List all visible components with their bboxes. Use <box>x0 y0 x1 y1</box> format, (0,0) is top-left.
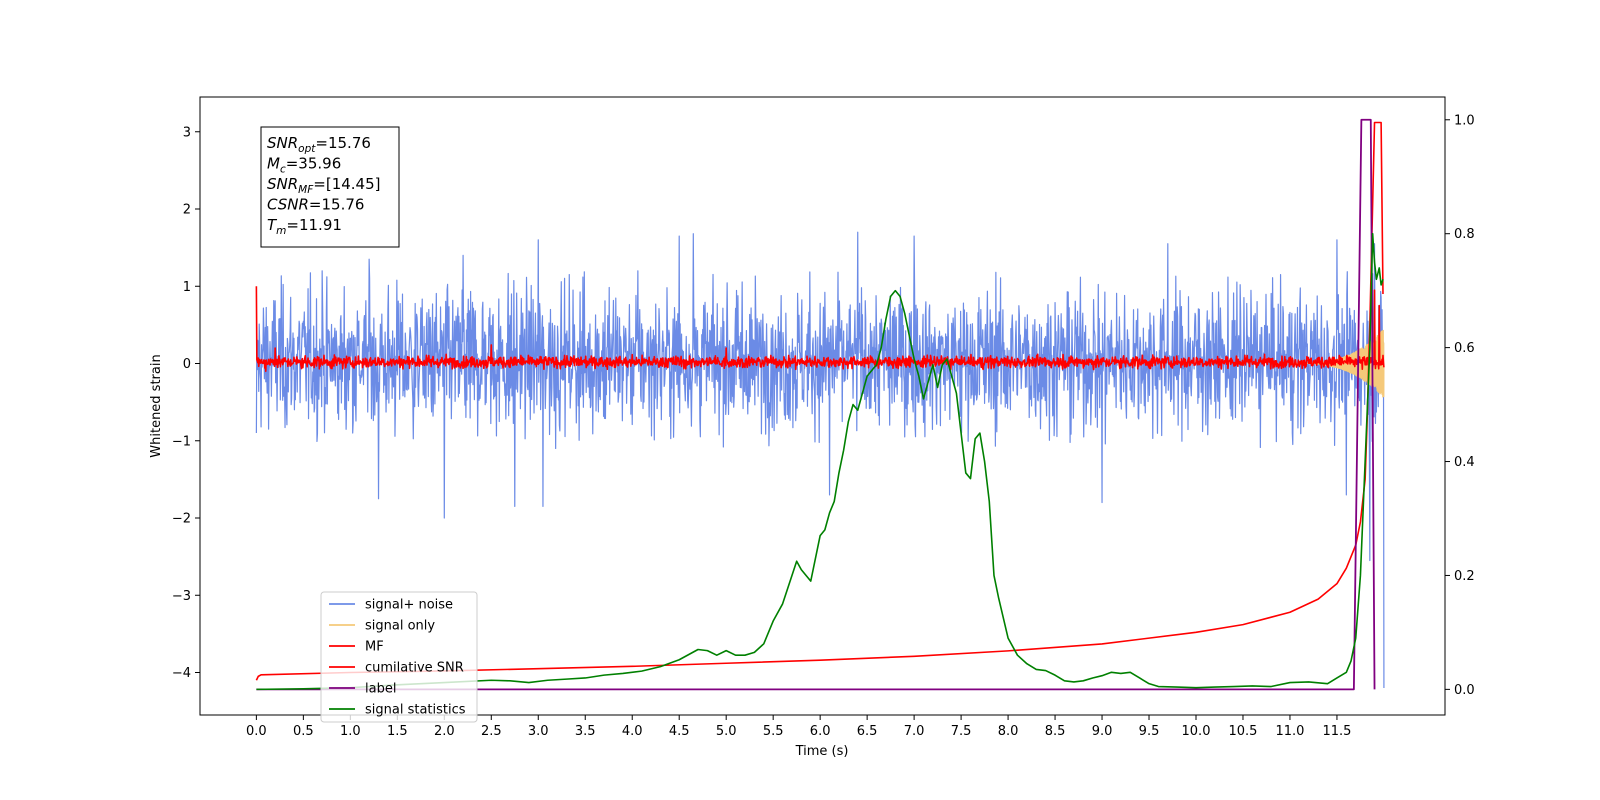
x-tick-label: 9.0 <box>1092 724 1113 739</box>
series-signal-noise-line <box>255 231 1385 688</box>
annotation-line: CSNR=15.76 <box>267 196 364 214</box>
y-tick-label: 2 <box>183 203 191 218</box>
x-tick-label: 6.5 <box>857 724 878 739</box>
y-tick-label: 1 <box>183 280 191 295</box>
right-y-tick-label: 0.4 <box>1454 455 1475 470</box>
annotation-line: SNRMF=[14.45] <box>267 175 381 196</box>
annotation-line: Tm=11.91 <box>267 216 342 237</box>
legend-entry-label: signal statistics <box>365 703 466 718</box>
annotation-line: Mc=35.96 <box>267 155 341 176</box>
x-tick-label: 5.5 <box>763 724 784 739</box>
x-tick-label: 3.0 <box>528 724 549 739</box>
x-tick-label: 8.5 <box>1045 724 1066 739</box>
x-tick-label: 0.5 <box>293 724 314 739</box>
right-y-tick-label: 1.0 <box>1454 113 1475 128</box>
plot-frame <box>199 96 1446 716</box>
series-signal-statistics-line <box>256 232 1384 691</box>
x-tick-label: 5.0 <box>716 724 737 739</box>
x-tick-label: 8.0 <box>998 724 1019 739</box>
series-mf-line <box>255 286 1385 373</box>
x-tick-label: 2.5 <box>481 724 502 739</box>
x-tick-label: 10.5 <box>1229 724 1258 739</box>
right-y-tick-label: 0.0 <box>1454 683 1475 698</box>
metrics-annotation-box: SNRopt=15.76Mc=35.96SNRMF=[14.45]CSNR=15… <box>260 126 400 248</box>
y-axis-ticks: 3 2 1 0 −1 −2 −3 −4 <box>172 125 200 681</box>
legend-entry-label: signal+ noise <box>365 598 453 613</box>
legend-entry-label: cumilative SNR <box>365 661 464 676</box>
legend-entry-label: MF <box>365 640 384 655</box>
x-axis-ticks: 0.0 0.5 1.0 1.5 2.0 2.5 3.0 3.5 4.0 4.5 5.0 5.5 6.0 6… <box>246 715 1351 739</box>
legend-entry-label: label <box>365 682 396 697</box>
x-tick-label: 0.0 <box>246 724 267 739</box>
y-tick-label: −3 <box>172 589 191 604</box>
x-axis-label: Time (s) <box>795 744 849 759</box>
x-tick-label: 10.0 <box>1182 724 1211 739</box>
legend-frame <box>320 591 478 723</box>
x-tick-label: 4.5 <box>669 724 690 739</box>
x-tick-label: 2.0 <box>434 724 455 739</box>
y-tick-label: −4 <box>172 666 191 681</box>
y-tick-label: 3 <box>183 125 191 140</box>
y-tick-label: −1 <box>172 434 191 449</box>
x-tick-label: 11.5 <box>1322 724 1351 739</box>
x-tick-label: 11.0 <box>1275 724 1304 739</box>
legend: signal+ noise signal only MF cumilative SNR… <box>320 591 478 723</box>
right-y-axis-ticks: 1.0 0.8 0.6 0.4 0.2 0.0 <box>1445 113 1475 698</box>
x-tick-label: 7.5 <box>951 724 972 739</box>
x-tick-label: 9.5 <box>1139 724 1160 739</box>
series-label-line <box>256 118 1376 691</box>
annotation-frame <box>260 126 400 248</box>
x-tick-label: 7.0 <box>904 724 925 739</box>
y-axis-label: Whitened strain <box>149 354 164 457</box>
x-tick-label: 3.5 <box>575 724 596 739</box>
right-y-tick-label: 0.2 <box>1454 569 1475 584</box>
legend-entry-label: signal only <box>365 619 435 634</box>
x-tick-label: 4.0 <box>622 724 643 739</box>
annotation-line: SNRopt=15.76 <box>267 134 371 155</box>
x-tick-label: 1.5 <box>387 724 408 739</box>
x-tick-label: 6.0 <box>810 724 831 739</box>
y-tick-label: −2 <box>172 512 191 527</box>
right-y-tick-label: 0.6 <box>1454 341 1475 356</box>
x-tick-label: 1.0 <box>340 724 361 739</box>
y-tick-label: 0 <box>183 357 191 372</box>
right-y-tick-label: 0.8 <box>1454 227 1475 242</box>
